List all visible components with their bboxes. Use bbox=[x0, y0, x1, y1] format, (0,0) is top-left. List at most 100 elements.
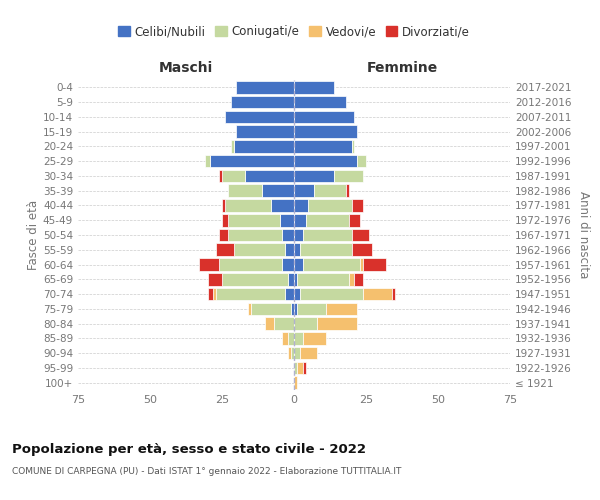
Text: COMUNE DI CARPEGNA (PU) - Dati ISTAT 1° gennaio 2022 - Elaborazione TUTTITALIA.I: COMUNE DI CARPEGNA (PU) - Dati ISTAT 1° … bbox=[12, 468, 401, 476]
Bar bbox=[302, 332, 326, 344]
Bar bbox=[228, 228, 283, 241]
Bar bbox=[294, 273, 297, 285]
Bar bbox=[236, 126, 294, 138]
Bar bbox=[334, 170, 363, 182]
Bar bbox=[288, 347, 291, 360]
Bar bbox=[352, 244, 372, 256]
Bar bbox=[294, 332, 302, 344]
Bar bbox=[291, 302, 294, 315]
Bar bbox=[294, 258, 302, 271]
Bar bbox=[283, 332, 288, 344]
Bar bbox=[230, 96, 294, 108]
Legend: Celibi/Nubili, Coniugati/e, Vedovi/e, Divorziati/e: Celibi/Nubili, Coniugati/e, Vedovi/e, Di… bbox=[113, 20, 475, 43]
Bar bbox=[214, 288, 216, 300]
Bar bbox=[294, 302, 297, 315]
Bar bbox=[291, 347, 294, 360]
Bar bbox=[208, 273, 222, 285]
Bar bbox=[222, 273, 288, 285]
Bar bbox=[358, 155, 366, 168]
Bar bbox=[216, 288, 286, 300]
Bar bbox=[294, 347, 300, 360]
Bar bbox=[219, 228, 228, 241]
Bar bbox=[294, 214, 305, 226]
Bar bbox=[294, 288, 300, 300]
Bar bbox=[199, 258, 219, 271]
Bar bbox=[352, 140, 355, 152]
Y-axis label: Anni di nascita: Anni di nascita bbox=[577, 192, 590, 278]
Bar bbox=[294, 81, 334, 94]
Bar bbox=[216, 244, 233, 256]
Bar bbox=[349, 214, 360, 226]
Bar bbox=[280, 214, 294, 226]
Text: Femmine: Femmine bbox=[367, 61, 437, 75]
Bar bbox=[297, 302, 326, 315]
Bar bbox=[305, 214, 349, 226]
Bar bbox=[294, 199, 308, 212]
Bar bbox=[225, 199, 271, 212]
Bar bbox=[286, 244, 294, 256]
Bar bbox=[326, 302, 358, 315]
Bar bbox=[300, 244, 352, 256]
Bar bbox=[302, 228, 352, 241]
Bar bbox=[352, 228, 369, 241]
Text: Maschi: Maschi bbox=[159, 61, 213, 75]
Bar bbox=[363, 288, 392, 300]
Bar bbox=[271, 199, 294, 212]
Bar bbox=[236, 81, 294, 94]
Bar bbox=[222, 214, 228, 226]
Bar bbox=[205, 155, 211, 168]
Bar bbox=[265, 318, 274, 330]
Bar bbox=[245, 170, 294, 182]
Bar bbox=[228, 214, 280, 226]
Bar bbox=[294, 362, 297, 374]
Bar bbox=[233, 140, 294, 152]
Bar bbox=[294, 244, 300, 256]
Bar bbox=[349, 273, 355, 285]
Bar bbox=[297, 362, 302, 374]
Bar bbox=[294, 140, 352, 152]
Bar bbox=[283, 228, 294, 241]
Bar bbox=[283, 258, 294, 271]
Bar bbox=[225, 110, 294, 123]
Bar bbox=[300, 288, 363, 300]
Bar bbox=[294, 110, 355, 123]
Bar bbox=[288, 332, 294, 344]
Text: Popolazione per età, sesso e stato civile - 2022: Popolazione per età, sesso e stato civil… bbox=[12, 442, 366, 456]
Bar bbox=[222, 199, 225, 212]
Bar bbox=[300, 347, 317, 360]
Bar bbox=[208, 288, 214, 300]
Bar bbox=[302, 258, 360, 271]
Bar bbox=[294, 96, 346, 108]
Bar bbox=[294, 376, 297, 389]
Bar bbox=[346, 184, 349, 197]
Bar bbox=[363, 258, 386, 271]
Bar bbox=[262, 184, 294, 197]
Bar bbox=[219, 258, 283, 271]
Bar bbox=[294, 318, 317, 330]
Bar bbox=[219, 170, 222, 182]
Bar bbox=[294, 184, 314, 197]
Bar bbox=[297, 273, 349, 285]
Bar bbox=[314, 184, 346, 197]
Bar bbox=[392, 288, 395, 300]
Bar bbox=[274, 318, 294, 330]
Bar bbox=[308, 199, 352, 212]
Bar bbox=[360, 258, 363, 271]
Bar bbox=[230, 140, 233, 152]
Bar bbox=[294, 155, 358, 168]
Bar bbox=[302, 362, 305, 374]
Bar bbox=[355, 273, 363, 285]
Bar bbox=[294, 126, 358, 138]
Bar bbox=[233, 244, 286, 256]
Bar bbox=[294, 170, 334, 182]
Bar bbox=[251, 302, 291, 315]
Bar bbox=[317, 318, 358, 330]
Bar bbox=[211, 155, 294, 168]
Bar bbox=[222, 170, 245, 182]
Bar bbox=[352, 199, 363, 212]
Bar bbox=[286, 288, 294, 300]
Bar bbox=[288, 273, 294, 285]
Bar bbox=[248, 302, 251, 315]
Y-axis label: Fasce di età: Fasce di età bbox=[27, 200, 40, 270]
Bar bbox=[228, 184, 262, 197]
